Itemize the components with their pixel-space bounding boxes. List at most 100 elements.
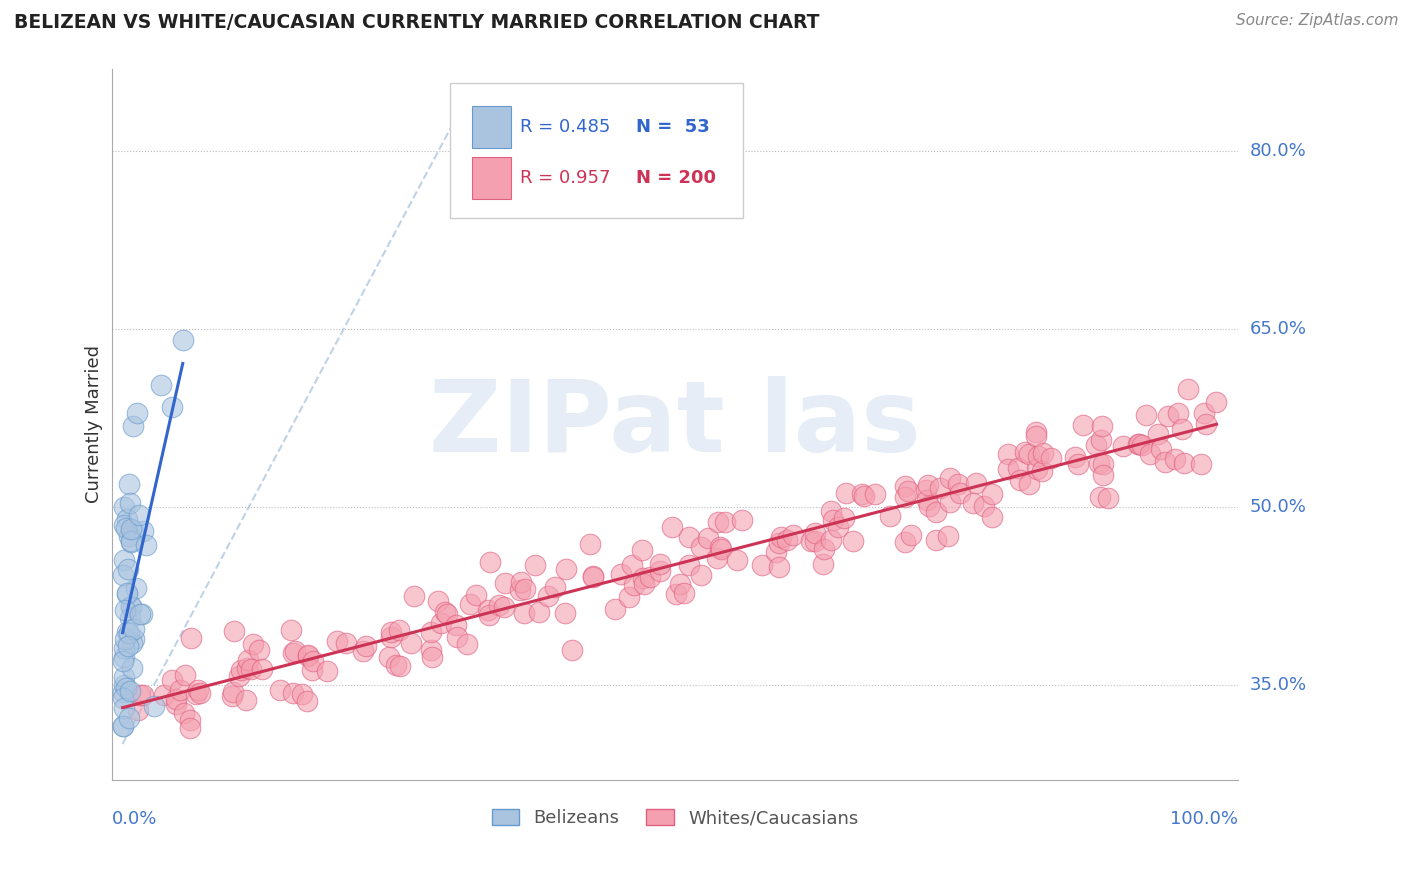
Point (1091, 418, 1114, 433)
Point (239, 662, 262, 676)
Text: R = 0.957: R = 0.957 (520, 169, 610, 187)
Point (1154, 454, 1177, 468)
Point (706, 515, 728, 529)
Point (827, 519, 849, 533)
Point (621, 558, 644, 573)
Point (142, 699, 165, 714)
Point (456, 637, 478, 651)
Point (221, 689, 243, 703)
Point (929, 481, 952, 495)
Point (129, 607, 152, 621)
Point (631, 543, 654, 558)
Point (117, 586, 139, 600)
Point (544, 580, 567, 594)
Point (924, 533, 946, 548)
Point (820, 504, 842, 518)
FancyBboxPatch shape (450, 83, 742, 218)
Point (981, 510, 1004, 524)
Point (132, 524, 155, 539)
Point (1088, 490, 1111, 504)
Point (125, 581, 148, 595)
Point (242, 637, 264, 651)
Point (112, 670, 135, 684)
Point (188, 686, 211, 700)
Point (335, 636, 357, 650)
Point (1150, 442, 1173, 456)
Point (388, 623, 411, 637)
Point (648, 564, 671, 578)
Point (1164, 451, 1187, 466)
Point (179, 713, 201, 727)
Point (378, 650, 401, 665)
Point (297, 648, 319, 662)
Point (180, 632, 202, 646)
Point (709, 541, 731, 555)
Point (925, 505, 948, 519)
Point (128, 688, 150, 702)
Point (946, 477, 969, 491)
Point (1018, 477, 1040, 491)
Point (446, 631, 468, 645)
Point (169, 683, 191, 698)
Point (689, 567, 711, 582)
Point (120, 599, 142, 614)
Point (1128, 436, 1150, 450)
Point (302, 654, 325, 668)
Point (112, 650, 135, 665)
FancyBboxPatch shape (472, 106, 510, 148)
Point (1177, 382, 1199, 396)
Point (419, 642, 441, 657)
Point (678, 558, 700, 572)
Point (710, 542, 733, 557)
Point (938, 495, 960, 509)
Point (112, 719, 135, 733)
Point (609, 566, 631, 581)
Point (117, 639, 139, 653)
Point (900, 527, 922, 541)
Point (706, 550, 728, 565)
Point (1018, 447, 1040, 461)
Point (301, 663, 323, 677)
Point (114, 681, 136, 695)
Point (1171, 422, 1194, 436)
Text: 0.0%: 0.0% (111, 810, 157, 828)
Point (354, 639, 377, 653)
Point (894, 491, 917, 505)
Point (527, 605, 550, 619)
Point (897, 483, 920, 498)
Point (114, 603, 136, 617)
Point (494, 599, 516, 614)
Text: 50.0%: 50.0% (1250, 498, 1306, 516)
Point (561, 642, 583, 657)
Point (581, 569, 603, 583)
Point (228, 669, 250, 683)
Point (281, 686, 304, 700)
Point (160, 401, 183, 415)
Point (661, 520, 683, 534)
Point (326, 633, 349, 648)
Point (782, 528, 804, 542)
Point (962, 496, 984, 510)
Point (1071, 418, 1094, 433)
Point (1032, 446, 1054, 460)
Point (121, 636, 143, 650)
Point (1130, 438, 1153, 452)
Point (429, 615, 451, 630)
Point (399, 636, 422, 650)
Point (112, 719, 135, 733)
Point (725, 553, 748, 567)
Point (852, 489, 875, 503)
Point (291, 687, 314, 701)
Point (1192, 406, 1215, 420)
Point (478, 607, 501, 622)
Point (117, 529, 139, 543)
Point (135, 538, 157, 552)
Point (380, 625, 402, 640)
Point (554, 606, 576, 620)
Point (120, 522, 142, 536)
Point (834, 485, 856, 500)
Text: 80.0%: 80.0% (1250, 143, 1306, 161)
Point (112, 553, 135, 567)
Point (112, 654, 135, 668)
Point (174, 668, 197, 682)
